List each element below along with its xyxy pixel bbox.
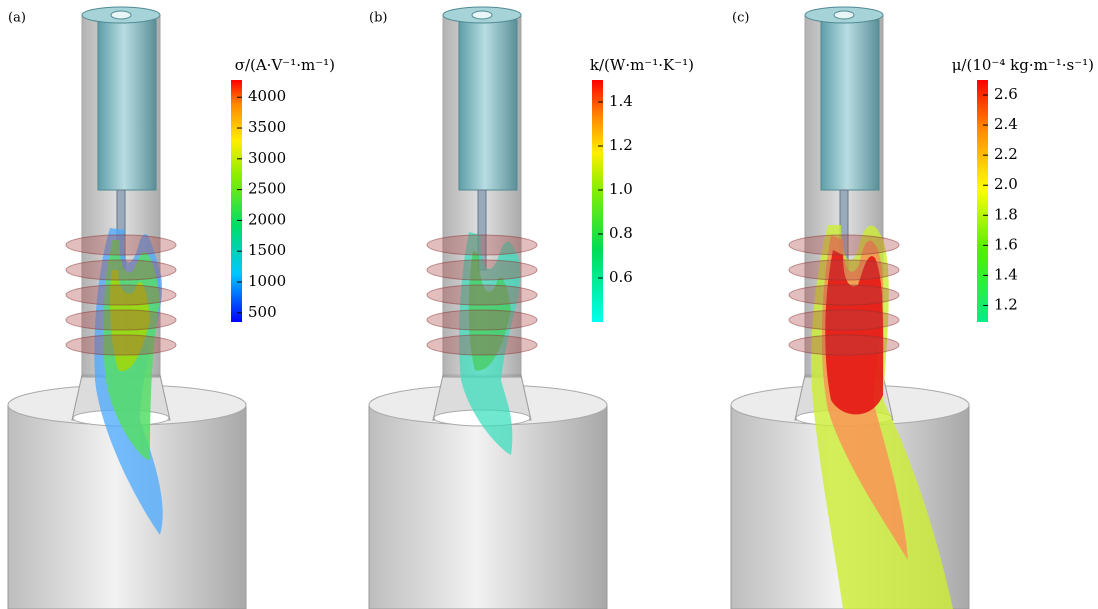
colorbar — [592, 80, 603, 322]
colorbar-title: σ/(A·V⁻¹·m⁻¹) — [235, 56, 335, 74]
colorbar-tick-label: 0.8 — [609, 224, 633, 242]
panel-label: (b) — [369, 11, 387, 26]
colorbar-tick-label: 4000 — [248, 87, 286, 105]
colorbar-tick-label: 1.6 — [994, 235, 1018, 253]
colorbar-tick-label: 3000 — [248, 149, 286, 167]
colorbar-tick-label: 2500 — [248, 180, 286, 198]
colorbar-tick-label: 0.6 — [609, 268, 633, 286]
colorbar-tick-label: 1500 — [248, 241, 286, 259]
colorbar — [977, 80, 988, 322]
colorbar-tick-label: 2.0 — [994, 175, 1018, 193]
colorbar-title: k/(W·m⁻¹·K⁻¹) — [590, 56, 694, 74]
panel-label: (a) — [8, 11, 26, 26]
panel — [730, 6, 988, 609]
colorbar-tick-label: 1.4 — [994, 265, 1018, 283]
colorbar-tick-label: 1000 — [248, 272, 286, 290]
colorbar-tick-label: 3500 — [248, 118, 286, 136]
colorbar-tick-label: 1.2 — [994, 295, 1018, 313]
colorbar — [231, 80, 242, 322]
colorbar-tick-label: 1.4 — [609, 92, 633, 110]
panel — [368, 6, 608, 609]
colorbar-tick-label: 500 — [248, 303, 277, 321]
colorbar-tick-label: 2.2 — [994, 145, 1018, 163]
colorbar-tick-label: 1.2 — [609, 136, 633, 154]
colorbar-title: μ/(10⁻⁴ kg·m⁻¹·s⁻¹) — [952, 56, 1094, 74]
colorbar-tick-label: 2000 — [248, 210, 286, 228]
colorbar-tick-label: 1.0 — [609, 180, 633, 198]
colorbar-tick-label: 2.4 — [994, 115, 1018, 133]
colorbar-tick-label: 1.8 — [994, 205, 1018, 223]
panel — [7, 6, 247, 609]
colorbar-tick-label: 2.6 — [994, 85, 1018, 103]
panel-label: (c) — [732, 11, 749, 26]
